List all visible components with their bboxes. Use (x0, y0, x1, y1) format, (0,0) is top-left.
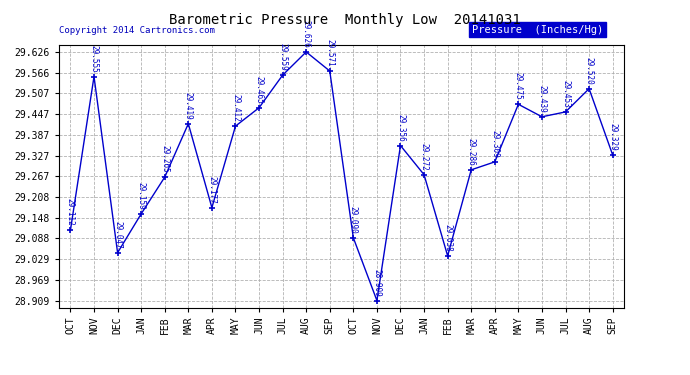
Text: 29.626: 29.626 (302, 20, 310, 48)
Text: 29.356: 29.356 (396, 114, 405, 141)
Text: 29.520: 29.520 (584, 57, 593, 84)
Text: 29.090: 29.090 (349, 206, 358, 234)
Text: 29.272: 29.272 (420, 143, 428, 171)
Text: Pressure  (Inches/Hg): Pressure (Inches/Hg) (472, 24, 603, 34)
Text: 29.453: 29.453 (561, 80, 570, 108)
Text: 29.475: 29.475 (514, 72, 523, 100)
Text: 29.559: 29.559 (278, 43, 287, 71)
Text: 29.265: 29.265 (160, 145, 169, 173)
Text: 29.412: 29.412 (231, 94, 240, 122)
Text: 29.159: 29.159 (137, 182, 146, 210)
Text: 29.329: 29.329 (608, 123, 617, 151)
Text: 29.555: 29.555 (90, 45, 99, 72)
Text: 29.112: 29.112 (66, 198, 75, 226)
Text: Barometric Pressure  Monthly Low  20141031: Barometric Pressure Monthly Low 20141031 (169, 13, 521, 27)
Text: Copyright 2014 Cartronics.com: Copyright 2014 Cartronics.com (59, 26, 215, 34)
Text: 29.419: 29.419 (184, 92, 193, 120)
Text: 29.465: 29.465 (255, 76, 264, 104)
Text: 29.571: 29.571 (325, 39, 334, 67)
Text: 28.909: 28.909 (373, 268, 382, 296)
Text: 29.038: 29.038 (443, 224, 452, 252)
Text: 29.439: 29.439 (538, 85, 546, 112)
Text: 29.309: 29.309 (491, 130, 500, 158)
Text: 29.177: 29.177 (208, 176, 217, 204)
Text: 29.286: 29.286 (466, 138, 475, 166)
Text: 29.047: 29.047 (113, 221, 122, 249)
